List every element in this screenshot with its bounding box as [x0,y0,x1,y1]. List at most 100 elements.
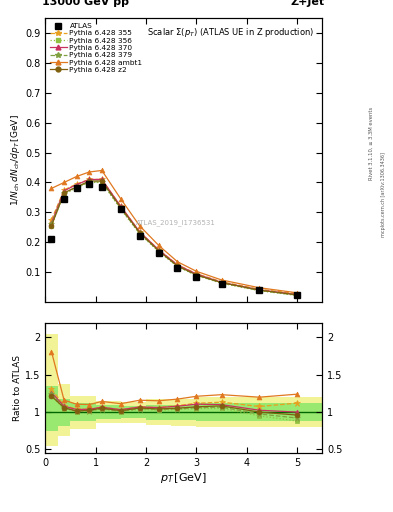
Pythia 6.428 z2 [99,178,104,184]
ATLAS [219,281,224,287]
ATLAS [257,287,262,293]
Pythia 6.428 379 [49,221,54,227]
Y-axis label: Ratio to ATLAS: Ratio to ATLAS [13,355,22,421]
Pythia 6.428 z2 [49,223,54,229]
Pythia 6.428 z2 [175,263,180,269]
ATLAS [49,236,54,242]
Pythia 6.428 379 [99,179,104,185]
Pythia 6.428 370 [194,271,199,277]
Pythia 6.428 356 [62,191,66,198]
ATLAS [87,181,92,187]
Pythia 6.428 355 [219,279,224,285]
Pythia 6.428 379 [62,190,66,196]
Pythia 6.428 355 [194,270,199,276]
Legend: ATLAS, Pythia 6.428 355, Pythia 6.428 356, Pythia 6.428 370, Pythia 6.428 379, P: ATLAS, Pythia 6.428 355, Pythia 6.428 35… [49,22,144,74]
Pythia 6.428 356 [87,179,92,185]
Line: Pythia 6.428 379: Pythia 6.428 379 [48,179,300,298]
Pythia 6.428 ambt1 [175,259,180,265]
Pythia 6.428 ambt1 [62,179,66,185]
ATLAS [194,273,199,280]
Pythia 6.428 379 [156,248,161,254]
Pythia 6.428 z2 [87,178,92,184]
Pythia 6.428 ambt1 [219,277,224,283]
Pythia 6.428 355 [74,181,79,187]
Pythia 6.428 355 [87,176,92,182]
Pythia 6.428 379 [74,184,79,190]
Pythia 6.428 355 [62,187,66,193]
Pythia 6.428 379 [137,230,142,237]
Pythia 6.428 370 [87,176,92,182]
Pythia 6.428 370 [49,220,54,226]
Pythia 6.428 ambt1 [194,268,199,274]
Line: Pythia 6.428 370: Pythia 6.428 370 [49,177,299,297]
Pythia 6.428 370 [156,247,161,253]
Line: Pythia 6.428 356: Pythia 6.428 356 [49,180,299,298]
Pythia 6.428 355 [99,176,104,182]
Pythia 6.428 ambt1 [49,185,54,191]
ATLAS [295,291,299,297]
Pythia 6.428 ambt1 [118,196,123,202]
Pythia 6.428 ambt1 [99,167,104,174]
ATLAS [74,185,79,191]
Pythia 6.428 370 [62,188,66,194]
Pythia 6.428 356 [99,179,104,185]
Pythia 6.428 370 [219,279,224,285]
Pythia 6.428 355 [175,262,180,268]
Pythia 6.428 356 [137,231,142,237]
Text: 13000 GeV pp: 13000 GeV pp [42,0,129,7]
ATLAS [156,250,161,256]
Pythia 6.428 355 [295,291,299,297]
Pythia 6.428 370 [257,287,262,293]
Pythia 6.428 379 [87,179,92,185]
Pythia 6.428 z2 [74,184,79,190]
Text: Rivet 3.1.10, ≥ 3.3M events: Rivet 3.1.10, ≥ 3.3M events [369,106,374,180]
Pythia 6.428 370 [99,176,104,182]
Pythia 6.428 z2 [257,287,262,293]
Pythia 6.428 ambt1 [257,285,262,291]
ATLAS [175,265,180,271]
Pythia 6.428 370 [295,291,299,297]
ATLAS [118,206,123,212]
Pythia 6.428 356 [194,272,199,279]
Pythia 6.428 356 [49,223,54,229]
Pythia 6.428 356 [257,288,262,294]
Pythia 6.428 ambt1 [137,223,142,229]
Pythia 6.428 ambt1 [87,169,92,175]
Pythia 6.428 ambt1 [156,242,161,248]
Pythia 6.428 356 [295,292,299,298]
Pythia 6.428 379 [219,280,224,286]
Pythia 6.428 379 [175,263,180,269]
Line: Pythia 6.428 355: Pythia 6.428 355 [48,176,300,297]
Pythia 6.428 z2 [295,292,299,298]
ATLAS [137,233,142,239]
Pythia 6.428 370 [74,181,79,187]
Text: mcplots.cern.ch [arXiv:1306.3436]: mcplots.cern.ch [arXiv:1306.3436] [381,152,386,237]
Pythia 6.428 356 [156,248,161,254]
ATLAS [62,196,66,202]
Pythia 6.428 355 [156,247,161,253]
Pythia 6.428 355 [257,286,262,292]
Line: ATLAS: ATLAS [49,181,300,297]
Pythia 6.428 379 [118,205,123,211]
Pythia 6.428 ambt1 [74,174,79,180]
Pythia 6.428 379 [194,272,199,278]
Line: Pythia 6.428 z2: Pythia 6.428 z2 [49,179,299,297]
Pythia 6.428 356 [118,206,123,212]
X-axis label: $p_T\,[\rm{GeV}]$: $p_T\,[\rm{GeV}]$ [160,471,207,485]
Text: ATLAS_2019_I1736531: ATLAS_2019_I1736531 [136,219,215,226]
ATLAS [99,184,104,190]
Pythia 6.428 356 [74,185,79,191]
Pythia 6.428 z2 [62,190,66,196]
Pythia 6.428 379 [257,287,262,293]
Pythia 6.428 370 [118,203,123,209]
Pythia 6.428 ambt1 [295,290,299,296]
Pythia 6.428 z2 [194,272,199,278]
Text: Scalar $\Sigma(p_T)$ (ATLAS UE in Z production): Scalar $\Sigma(p_T)$ (ATLAS UE in Z prod… [147,27,314,39]
Y-axis label: $1/N_{\rm ch}\,dN_{\rm ch}/dp_T\,[\rm{GeV}]$: $1/N_{\rm ch}\,dN_{\rm ch}/dp_T\,[\rm{Ge… [9,114,22,206]
Pythia 6.428 z2 [219,280,224,286]
Pythia 6.428 355 [49,217,54,223]
Pythia 6.428 370 [175,262,180,268]
Line: Pythia 6.428 ambt1: Pythia 6.428 ambt1 [49,168,299,295]
Pythia 6.428 370 [137,229,142,235]
Pythia 6.428 z2 [137,229,142,236]
